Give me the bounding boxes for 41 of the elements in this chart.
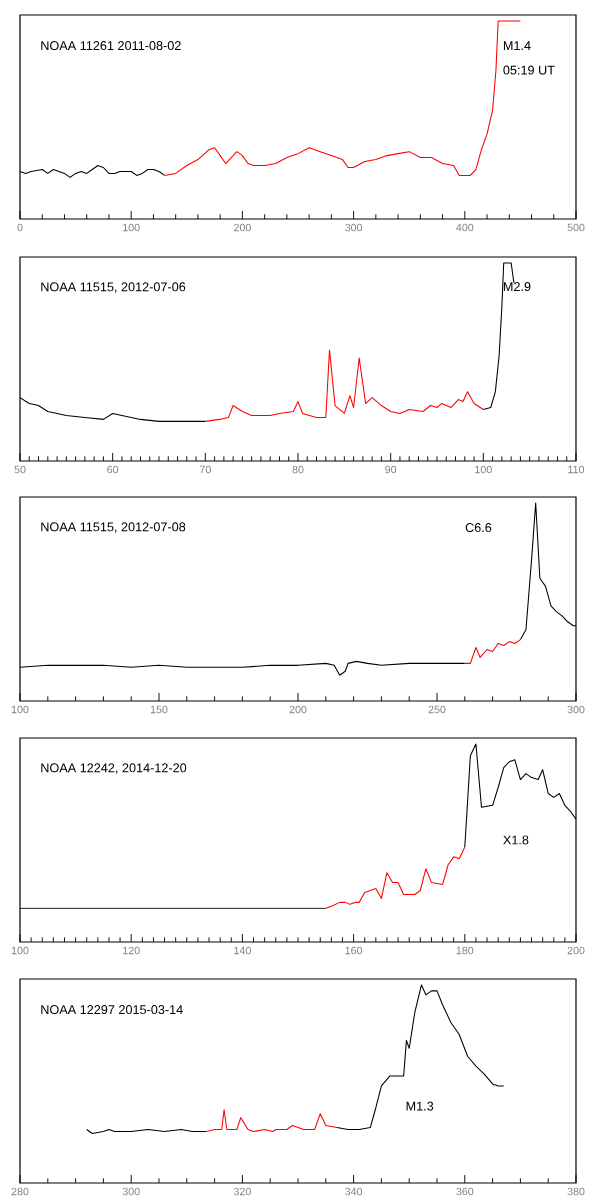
annotation: M1.4	[503, 41, 531, 50]
text: NOAA 11261 2011-08-02	[41, 41, 181, 51]
x-tick-label: 100	[11, 705, 29, 714]
text: NOAA 12297 2015-03-14	[41, 1005, 183, 1015]
x-tick-label: 0	[17, 223, 23, 232]
x-tick-label: 340	[345, 1187, 363, 1196]
x-tick-label: 360	[456, 1187, 474, 1196]
x-tick-label: 70	[199, 465, 211, 474]
annotation: X1.8	[503, 835, 529, 845]
x-tick-label: 50	[14, 465, 26, 474]
x-tick-label: 320	[233, 1187, 251, 1196]
x-tick-label: 100	[475, 465, 492, 474]
x-tick-label: 200	[234, 223, 251, 232]
annotation: C6.6	[465, 523, 492, 533]
x-tick-label: 60	[107, 465, 119, 474]
x-tick-label: 110	[568, 465, 585, 474]
x-tick-label: 380	[567, 1187, 585, 1196]
x-tick-label: 300	[567, 705, 585, 714]
x-tick-label: 90	[385, 465, 397, 474]
text: NOAA 11515, 2012-07-08	[41, 522, 186, 533]
x-tick-label: 300	[345, 223, 363, 232]
x-tick-label: 160	[345, 946, 363, 955]
annotation: 05:19 UT	[503, 65, 555, 75]
x-tick-label: 80	[292, 465, 304, 474]
annotation: M1.3	[406, 1101, 434, 1111]
x-tick-label: 140	[234, 946, 251, 955]
x-tick-label: 200	[567, 946, 585, 955]
x-tick-label: 300	[122, 1187, 140, 1196]
x-tick-label: 150	[150, 705, 168, 714]
x-tick-label: 280	[11, 1187, 29, 1196]
annotation: M2.9	[503, 282, 531, 292]
x-tick-label: 100	[123, 223, 140, 232]
x-tick-label: 400	[456, 223, 474, 232]
x-tick-label: 120	[123, 946, 140, 955]
x-tick-label: 100	[11, 946, 29, 955]
text: NOAA 12242, 2014-12-20	[41, 763, 187, 774]
x-tick-label: 250	[428, 705, 446, 714]
x-tick-label: 180	[456, 946, 474, 955]
text: NOAA 11515, 2012-07-06	[41, 282, 186, 293]
x-tick-label: 200	[289, 705, 307, 714]
x-tick-label: 500	[567, 223, 585, 232]
